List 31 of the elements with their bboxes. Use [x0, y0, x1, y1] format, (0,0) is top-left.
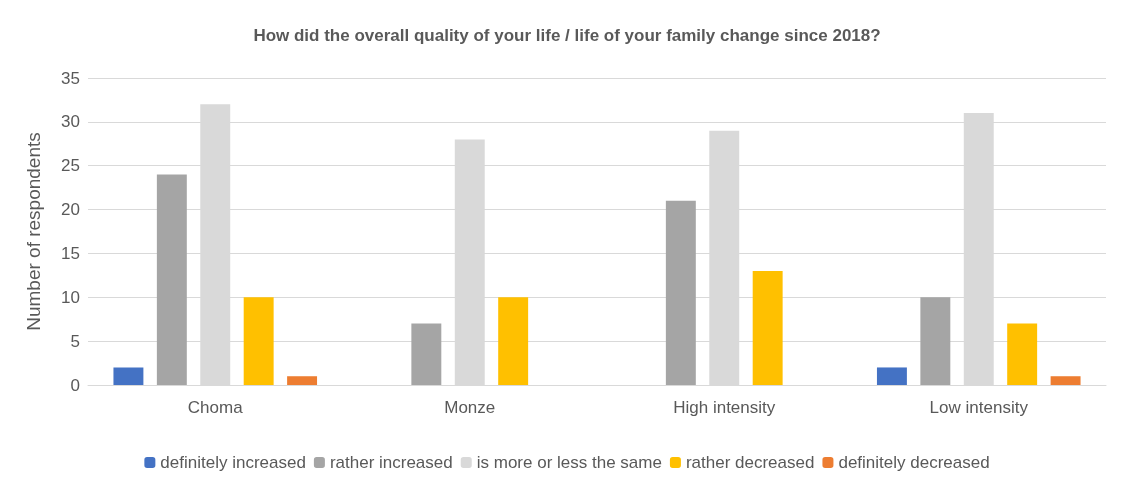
y-tick-label: 15 [61, 243, 80, 263]
chart-title: How did the overall quality of your life / life of your family change since 2018? [253, 26, 881, 45]
bar [411, 323, 442, 385]
legend-label: definitely increased [160, 453, 306, 472]
y-tick-label: 10 [61, 287, 80, 307]
y-axis-title: Number of respondents [23, 132, 44, 331]
y-tick-label: 30 [61, 112, 80, 132]
bar [113, 367, 144, 385]
legend-label: rather increased [329, 453, 453, 472]
y-tick-label: 5 [70, 331, 80, 351]
bar [876, 367, 907, 385]
bar [498, 297, 529, 385]
y-tick-label: 20 [61, 200, 80, 220]
y-tick-label: 35 [61, 68, 80, 88]
bar [156, 174, 187, 385]
bar [1050, 376, 1081, 385]
bar [920, 297, 951, 385]
x-tick-label: Low intensity [929, 398, 1029, 417]
bar [665, 200, 696, 385]
x-tick-label: Monze [444, 398, 496, 417]
y-tick-label: 0 [70, 375, 80, 395]
y-tick-label: 25 [61, 156, 80, 176]
x-tick-label: Choma [187, 398, 244, 417]
legend-label: rather decreased [685, 453, 815, 472]
legend-label: is more or less the same [476, 453, 662, 472]
bar [287, 376, 318, 385]
bar [752, 270, 783, 385]
bar [243, 297, 274, 385]
bar [1007, 323, 1038, 385]
legend-label: definitely decreased [838, 453, 990, 472]
x-tick-label: High intensity [673, 398, 776, 417]
